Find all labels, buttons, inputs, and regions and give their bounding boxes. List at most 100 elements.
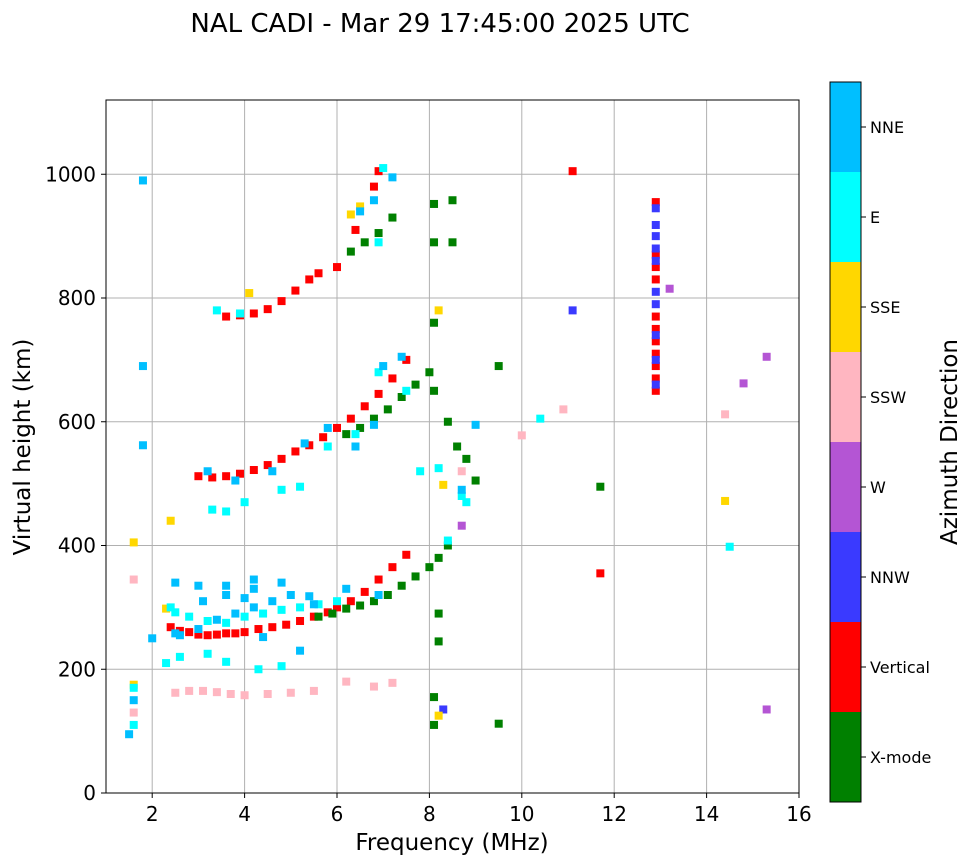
data-point-nne (175, 631, 184, 640)
data-point-x-mode (430, 238, 439, 247)
x-tick-label: 16 (786, 802, 811, 826)
data-point-nnw (651, 232, 660, 241)
x-tick-label: 10 (509, 802, 534, 826)
data-point-vertical (222, 312, 231, 321)
data-point-nne (259, 633, 268, 642)
data-point-e (129, 683, 138, 692)
y-tick-label: 1000 (45, 162, 96, 186)
data-point-e (175, 652, 184, 661)
colorbar-segment (830, 712, 861, 802)
data-point-e (351, 430, 360, 439)
data-point-x-mode (494, 719, 503, 728)
data-point-vertical (240, 628, 249, 637)
data-point-x-mode (397, 581, 406, 590)
data-point-vertical (166, 623, 175, 632)
data-point-x-mode (453, 442, 462, 451)
data-point-e (536, 414, 545, 423)
data-point-vertical (596, 569, 605, 578)
data-point-vertical (254, 625, 263, 634)
y-axis-ticks: 0 200 400 600 800 1000 (45, 162, 106, 805)
data-point-w (762, 352, 771, 361)
data-point-e (203, 649, 212, 658)
data-point-ssw (263, 690, 272, 698)
data-point-vertical (291, 286, 300, 295)
colorbar-tick-label: NNE (870, 118, 904, 137)
data-point-nne (249, 603, 258, 612)
data-point-sse (162, 604, 171, 613)
data-point-nne (397, 352, 406, 361)
data-point-w (762, 705, 771, 714)
data-point-vertical (651, 386, 660, 395)
data-point-vertical (388, 563, 397, 572)
data-point-x-mode (342, 430, 351, 439)
data-point-x-mode (430, 199, 439, 208)
data-point-nne (199, 597, 208, 606)
data-point-vertical (203, 631, 212, 640)
data-point-x-mode (443, 541, 452, 550)
data-point-vertical (323, 608, 332, 617)
data-point-vertical (277, 297, 286, 306)
data-point-nne (203, 467, 212, 476)
data-point-ssw (559, 405, 568, 414)
colorbar-tick-label: Vertical (870, 658, 930, 677)
data-point-x-mode (425, 563, 434, 572)
data-point-x-mode (314, 612, 323, 621)
data-point-nne (240, 594, 249, 603)
data-point-nne (125, 730, 134, 739)
data-point-vertical (231, 629, 240, 638)
data-point-nnw (651, 244, 660, 253)
data-point-x-mode (448, 238, 457, 247)
x-tick-label: 4 (238, 802, 251, 826)
data-point-vertical (651, 250, 660, 259)
data-point-vertical (263, 461, 272, 470)
data-point-nne (222, 591, 231, 599)
data-point-vertical (249, 309, 258, 318)
colorbar-tick-label: E (870, 208, 880, 227)
x-tick-label: 8 (423, 802, 436, 826)
data-point-ssw (240, 691, 249, 700)
data-point-x-mode (434, 609, 443, 618)
data-point-sse (166, 516, 175, 525)
colorbar-tick-label: SSW (870, 388, 906, 407)
data-point-vertical (263, 305, 272, 314)
data-point-vertical (651, 374, 660, 383)
data-point-nne (194, 625, 203, 634)
data-point-ssw (226, 690, 235, 698)
data-point-vertical (222, 629, 231, 638)
chart-title: NAL CADI - Mar 29 17:45:00 2025 UTC (190, 9, 689, 39)
data-point-ssw (457, 467, 466, 476)
data-point-ssw (721, 410, 730, 419)
data-point-vertical (212, 630, 221, 639)
data-point-nne (379, 362, 388, 371)
data-point-nnw (651, 331, 660, 340)
data-point-x-mode (430, 386, 439, 395)
data-point-e (240, 498, 249, 507)
colorbar-label: Azimuth Direction (937, 339, 963, 545)
data-point-vertical (277, 454, 286, 463)
data-point-vertical (651, 263, 660, 272)
data-point-x-mode (342, 604, 351, 613)
colorbar-tick-label: SSE (870, 298, 900, 317)
data-point-e (212, 306, 221, 315)
data-point-x-mode (397, 393, 406, 401)
data-point-e (374, 238, 383, 247)
colorbar-segment (830, 532, 861, 622)
data-point-x-mode (425, 368, 434, 377)
data-point-e (323, 442, 332, 451)
data-point-e (240, 612, 249, 621)
data-point-nne (471, 420, 480, 429)
data-point-x-mode (471, 476, 480, 485)
colorbar-segment (830, 352, 861, 442)
data-point-nne (305, 592, 314, 601)
data-point-x-mode (369, 414, 378, 423)
data-point-x-mode (430, 318, 439, 327)
data-point-x-mode (369, 597, 378, 606)
data-point-vertical (374, 167, 383, 176)
data-point-e (314, 600, 323, 609)
y-tick-label: 600 (58, 410, 96, 434)
data-point-nne (249, 575, 258, 584)
data-point-e (222, 618, 231, 627)
data-point-nne (323, 423, 332, 432)
data-point-nne (138, 441, 147, 450)
data-point-ssw (129, 575, 138, 584)
